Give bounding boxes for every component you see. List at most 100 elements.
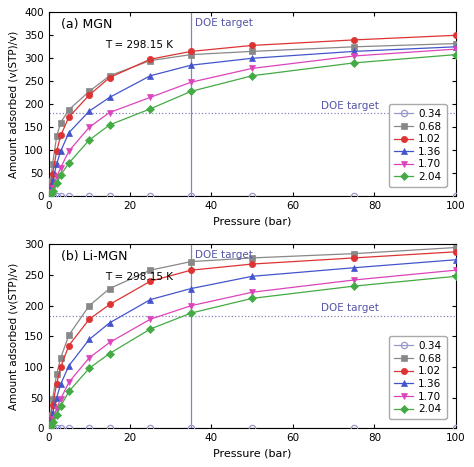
0.68 bbox=[249, 49, 255, 54]
1.36 bbox=[351, 265, 357, 270]
2.04 bbox=[50, 419, 55, 425]
2.04 bbox=[453, 274, 459, 279]
1.02 bbox=[48, 416, 54, 422]
0.68 bbox=[48, 179, 54, 184]
1.02 bbox=[453, 33, 459, 38]
2.04 bbox=[249, 73, 255, 78]
1.02 bbox=[50, 171, 55, 177]
1.36 bbox=[86, 337, 92, 342]
0.68 bbox=[54, 372, 60, 377]
1.70 bbox=[66, 149, 72, 154]
0.34 bbox=[66, 193, 72, 199]
0.34 bbox=[54, 193, 60, 199]
1.70 bbox=[107, 340, 112, 345]
2.04 bbox=[249, 296, 255, 301]
0.68 bbox=[147, 58, 153, 64]
1.02 bbox=[188, 268, 194, 273]
0.68 bbox=[188, 259, 194, 264]
1.36 bbox=[54, 161, 60, 167]
1.36 bbox=[54, 395, 60, 400]
1.36 bbox=[58, 149, 64, 154]
1.02 bbox=[66, 114, 72, 120]
0.34 bbox=[50, 193, 55, 199]
1.70 bbox=[107, 110, 112, 115]
0.68 bbox=[453, 41, 459, 46]
0.34 bbox=[54, 425, 60, 431]
0.34 bbox=[453, 193, 459, 199]
0.68 bbox=[351, 44, 357, 50]
1.02 bbox=[147, 57, 153, 62]
2.04 bbox=[86, 137, 92, 143]
1.70 bbox=[86, 355, 92, 361]
Line: 0.68: 0.68 bbox=[47, 41, 459, 184]
0.68 bbox=[66, 333, 72, 338]
0.34 bbox=[249, 425, 255, 431]
1.02 bbox=[453, 249, 459, 255]
0.34 bbox=[188, 425, 194, 431]
0.34 bbox=[351, 425, 357, 431]
1.70 bbox=[50, 416, 55, 422]
1.36 bbox=[453, 257, 459, 262]
0.34 bbox=[188, 193, 194, 199]
1.70 bbox=[48, 422, 54, 427]
1.02 bbox=[48, 183, 54, 189]
0.68 bbox=[58, 120, 64, 126]
2.04 bbox=[66, 160, 72, 166]
Line: 2.04: 2.04 bbox=[47, 51, 459, 197]
0.68 bbox=[147, 268, 153, 273]
2.04 bbox=[351, 283, 357, 289]
0.34 bbox=[147, 425, 153, 431]
2.04 bbox=[188, 310, 194, 316]
1.70 bbox=[351, 53, 357, 59]
2.04 bbox=[66, 389, 72, 394]
1.36 bbox=[188, 286, 194, 291]
Line: 1.36: 1.36 bbox=[47, 44, 459, 192]
1.02 bbox=[54, 149, 60, 154]
Text: T = 298.15 K: T = 298.15 K bbox=[106, 40, 173, 50]
1.36 bbox=[453, 44, 459, 50]
1.70 bbox=[188, 303, 194, 309]
0.34 bbox=[86, 193, 92, 199]
2.04 bbox=[351, 60, 357, 66]
0.34 bbox=[48, 425, 54, 431]
0.68 bbox=[107, 73, 112, 78]
Line: 1.70: 1.70 bbox=[47, 267, 459, 428]
1.36 bbox=[351, 49, 357, 54]
2.04 bbox=[48, 423, 54, 429]
Line: 0.34: 0.34 bbox=[47, 193, 459, 199]
2.04 bbox=[147, 106, 153, 112]
1.36 bbox=[107, 94, 112, 100]
1.36 bbox=[48, 419, 54, 425]
2.04 bbox=[58, 403, 64, 409]
1.70 bbox=[147, 316, 153, 322]
1.36 bbox=[50, 410, 55, 416]
1.02 bbox=[249, 42, 255, 48]
0.68 bbox=[107, 286, 112, 291]
Text: DOE target: DOE target bbox=[195, 18, 253, 28]
Line: 1.02: 1.02 bbox=[47, 248, 459, 422]
1.70 bbox=[453, 268, 459, 273]
0.34 bbox=[50, 425, 55, 431]
1.02 bbox=[107, 75, 112, 80]
1.70 bbox=[54, 406, 60, 411]
Line: 2.04: 2.04 bbox=[47, 273, 459, 429]
1.36 bbox=[58, 382, 64, 387]
0.68 bbox=[86, 303, 92, 309]
1.36 bbox=[48, 186, 54, 192]
2.04 bbox=[58, 172, 64, 178]
1.70 bbox=[249, 290, 255, 295]
1.70 bbox=[188, 79, 194, 85]
2.04 bbox=[147, 326, 153, 332]
1.36 bbox=[86, 108, 92, 114]
1.70 bbox=[58, 396, 64, 402]
Text: (a) MGN: (a) MGN bbox=[61, 18, 112, 31]
1.02 bbox=[58, 364, 64, 370]
2.04 bbox=[453, 52, 459, 57]
Text: DOE target: DOE target bbox=[321, 304, 379, 313]
1.02 bbox=[54, 382, 60, 387]
0.68 bbox=[50, 396, 55, 402]
Legend: 0.34, 0.68, 1.02, 1.36, 1.70, 2.04: 0.34, 0.68, 1.02, 1.36, 1.70, 2.04 bbox=[389, 104, 447, 187]
Legend: 0.34, 0.68, 1.02, 1.36, 1.70, 2.04: 0.34, 0.68, 1.02, 1.36, 1.70, 2.04 bbox=[389, 336, 447, 419]
1.02 bbox=[351, 255, 357, 261]
0.68 bbox=[54, 134, 60, 139]
